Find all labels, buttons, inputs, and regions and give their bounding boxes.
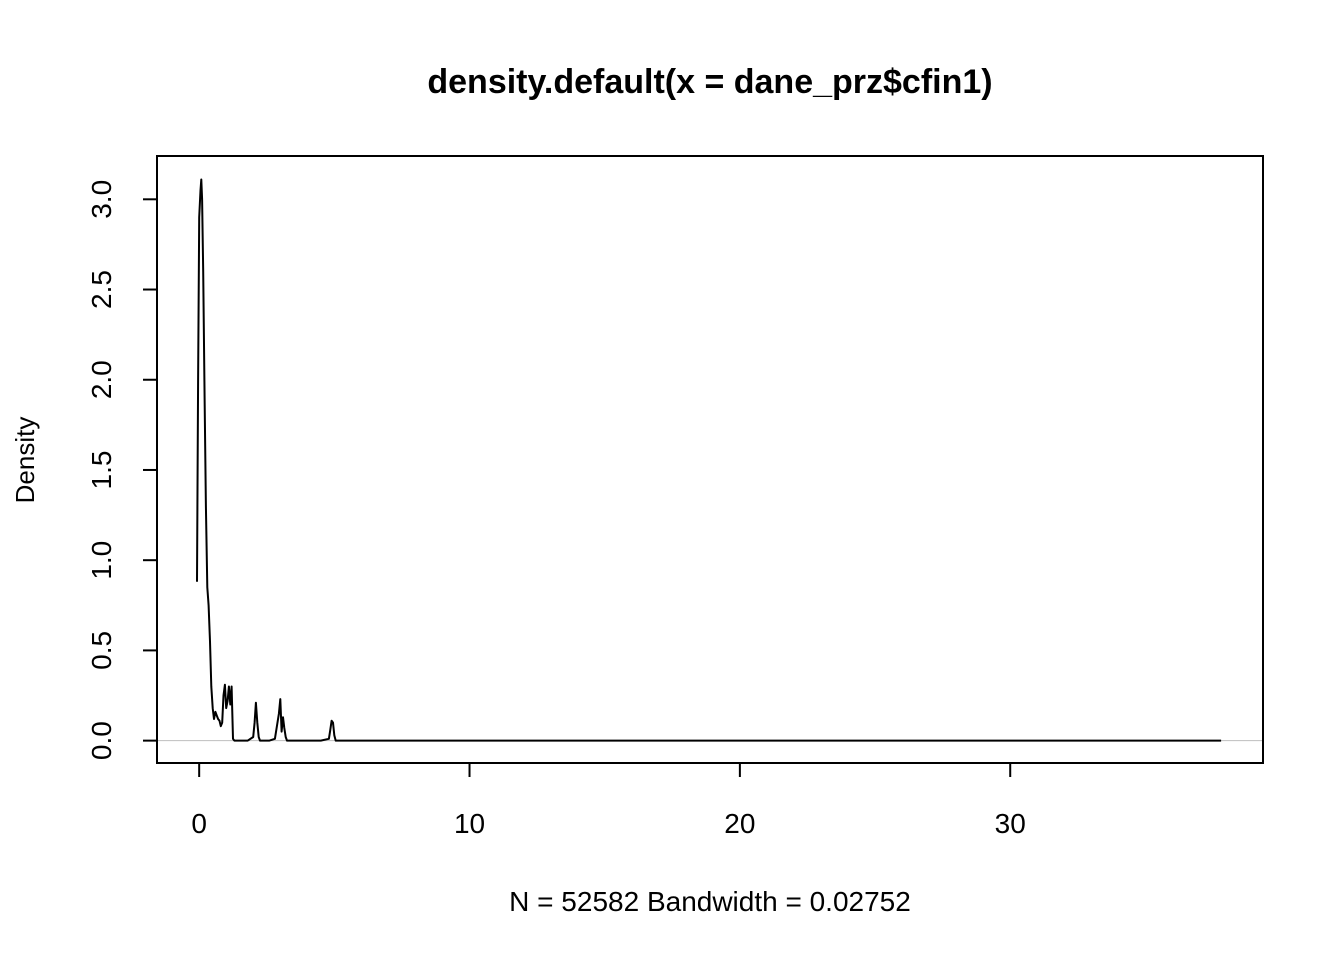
x-tick-label-0: 0	[191, 808, 207, 839]
x-tick-label-2: 20	[724, 808, 755, 839]
y-tick-label-0: 0.0	[86, 721, 117, 760]
x-axis-label: N = 52582 Bandwidth = 0.02752	[509, 886, 911, 917]
y-tick-label-1: 0.5	[86, 631, 117, 670]
density-line-0	[196, 178, 1222, 742]
chart-title: density.default(x = dane_prz$cfin1)	[427, 63, 992, 101]
y-tick-label-6: 3.0	[86, 180, 117, 219]
plot-frame	[156, 155, 1264, 764]
y-axis-label: Density	[10, 417, 40, 504]
x-tick-label-1: 10	[454, 808, 485, 839]
x-axis: 0 10 20 30	[191, 762, 1026, 839]
y-axis: 0.0 0.5 1.0 1.5 2.0 2.5 3.0	[86, 180, 158, 760]
y-tick-label-3: 1.5	[86, 451, 117, 490]
y-tick-label-5: 2.5	[86, 270, 117, 309]
density-curve-layer	[196, 178, 1222, 742]
y-tick-label-2: 1.0	[86, 541, 117, 580]
y-tick-label-4: 2.0	[86, 360, 117, 399]
x-tick-label-3: 30	[995, 808, 1026, 839]
